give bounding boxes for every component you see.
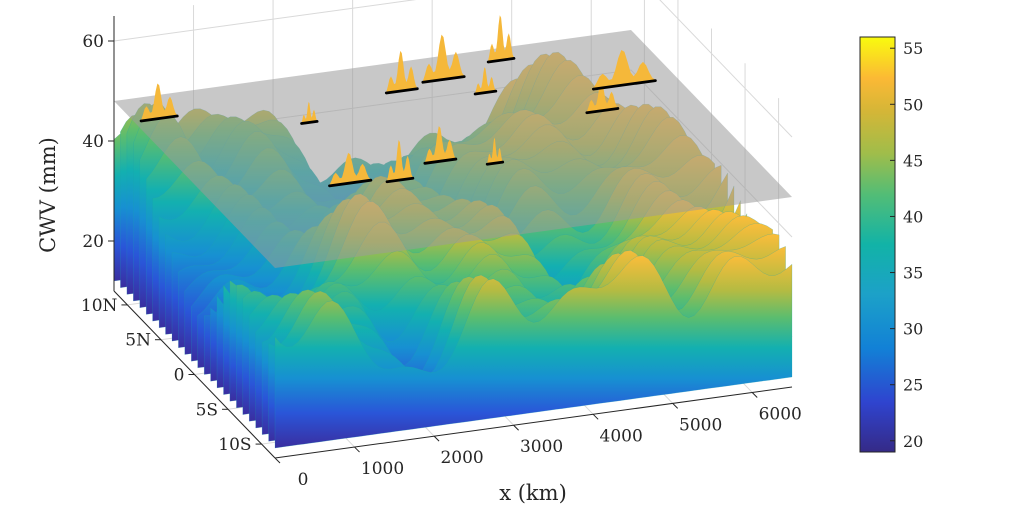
y-tick-label: 5S [196,400,218,420]
contour-line [473,89,498,96]
z-tick-label: 60 [82,32,104,52]
contour-line [585,107,620,115]
z-axis-label: CWV (mm) [36,137,60,253]
x-axis-line [274,386,793,459]
colorbar-tick-label: 45 [903,151,923,170]
contour-line [591,79,657,91]
peak-cap [386,50,418,92]
contour-line [486,57,516,64]
peak-cap [422,34,465,82]
contour-line [300,119,319,125]
x-tick-label: 1000 [361,459,404,479]
x-tick-mark [513,424,519,431]
peak-cap [593,50,656,89]
x-tick-label: 5000 [679,415,722,435]
x-tick-label: 6000 [759,404,802,424]
y-tick-label: 10N [81,296,118,316]
contour-line [421,75,466,84]
peak-cap [141,83,178,120]
contour-line [384,87,419,95]
colorbar-tick-label: 50 [903,95,923,114]
x-tick-label: 4000 [600,426,643,446]
peak-cap [329,152,371,185]
colorbar: 20 25 30 35 40 45 50 55 [859,36,923,453]
colorbar-tick-label: 20 [903,432,923,451]
colorbar-tick-label: 30 [903,320,923,339]
peak-cap [475,67,496,94]
cwv-surface [113,30,793,449]
contours [139,15,657,188]
surface-strip [274,255,793,449]
x-tick-label: 3000 [520,437,563,457]
peak-cap [301,102,318,123]
peak-cap [488,15,514,62]
threshold-plane [114,30,792,268]
peak-cap [487,137,503,164]
colorbar-gradient [859,36,896,453]
y-tick-label: 0 [174,366,185,386]
contour-line [328,178,373,188]
x-tick-label: 2000 [440,448,483,468]
x-tick-mark [592,413,599,420]
colorbar-tick-label: 40 [903,207,923,226]
x-tick-mark [354,446,360,453]
grid-line [113,0,793,138]
x-tick-mark [672,403,679,409]
colorbar-tick-label: 55 [903,39,923,58]
x-tick-mark [433,435,440,442]
y-tick-label: 10S [218,435,251,455]
x-axis-label: x (km) [499,481,567,505]
z-tick-label: 20 [82,232,104,252]
x-tick-mark [274,457,281,464]
x-tick-label: 0 [298,470,309,490]
x-tick-mark [751,392,758,398]
y-tick-label: 5N [125,331,151,351]
peak-cap [424,126,456,163]
z-tick-label: 40 [82,132,104,152]
contour-line [485,160,505,166]
peak-cap [586,80,618,112]
colorbar-tick-label: 35 [903,264,923,283]
colorbar-tick-label: 25 [903,376,923,395]
contour-line [139,114,179,123]
peak-cap [387,140,413,181]
contour-line [385,176,415,184]
contour-line [423,157,458,165]
